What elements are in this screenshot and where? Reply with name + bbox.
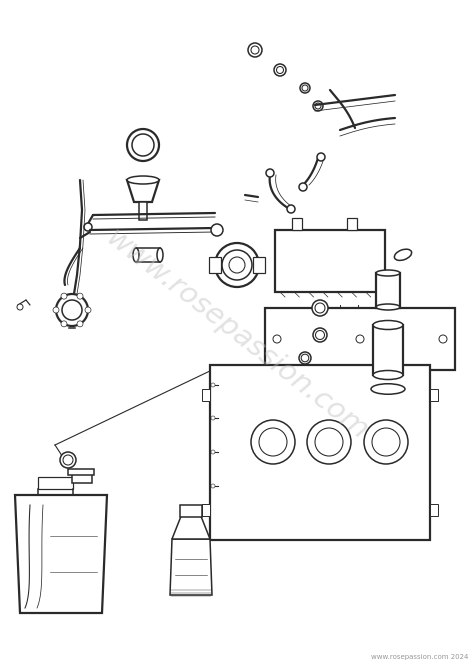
Text: www.rosepassion.com: www.rosepassion.com [100, 224, 374, 446]
Ellipse shape [133, 248, 139, 262]
Circle shape [316, 330, 325, 340]
Ellipse shape [127, 176, 159, 184]
Bar [347, 218, 357, 230]
Circle shape [251, 420, 295, 464]
Bar [202, 504, 210, 516]
Circle shape [85, 307, 91, 313]
Polygon shape [127, 180, 159, 202]
Circle shape [276, 66, 283, 74]
Bar [72, 473, 92, 483]
Circle shape [211, 450, 215, 454]
Circle shape [222, 250, 252, 280]
Circle shape [266, 169, 274, 177]
Circle shape [315, 428, 343, 456]
Circle shape [274, 64, 286, 76]
Bar [376, 273, 400, 308]
Bar [265, 308, 455, 370]
Circle shape [61, 293, 67, 299]
Circle shape [287, 205, 295, 213]
Circle shape [77, 321, 83, 327]
Bar [209, 257, 221, 273]
Circle shape [77, 293, 83, 299]
Circle shape [259, 428, 287, 456]
Circle shape [63, 455, 73, 465]
Circle shape [300, 83, 310, 93]
Bar [373, 325, 403, 375]
Ellipse shape [376, 270, 400, 276]
Circle shape [251, 46, 259, 54]
Circle shape [215, 243, 259, 287]
Circle shape [273, 335, 281, 343]
Ellipse shape [373, 320, 403, 330]
Circle shape [364, 420, 408, 464]
Bar [38, 477, 73, 489]
Circle shape [299, 352, 311, 364]
Circle shape [317, 153, 325, 161]
Bar [275, 230, 385, 292]
Circle shape [313, 328, 327, 342]
Circle shape [312, 300, 328, 316]
Circle shape [127, 129, 159, 161]
Circle shape [302, 85, 308, 91]
Circle shape [17, 304, 23, 310]
Circle shape [372, 428, 400, 456]
Circle shape [439, 335, 447, 343]
Circle shape [248, 43, 262, 57]
Bar [292, 218, 302, 230]
Ellipse shape [373, 371, 403, 379]
Bar [68, 469, 94, 475]
Polygon shape [170, 539, 212, 595]
Bar [180, 505, 202, 517]
Circle shape [211, 416, 215, 420]
Circle shape [56, 294, 88, 326]
Circle shape [299, 183, 307, 191]
Polygon shape [15, 495, 107, 613]
Bar [136, 248, 160, 262]
Text: www.rosepassion.com 2024: www.rosepassion.com 2024 [371, 654, 468, 660]
Circle shape [211, 224, 223, 236]
Circle shape [313, 101, 323, 111]
Polygon shape [172, 515, 210, 539]
Circle shape [211, 484, 215, 488]
Ellipse shape [157, 248, 163, 262]
Circle shape [315, 103, 321, 109]
Circle shape [61, 321, 67, 327]
Bar [202, 389, 210, 401]
Circle shape [229, 257, 245, 273]
Circle shape [307, 420, 351, 464]
Circle shape [356, 335, 364, 343]
Bar [430, 504, 438, 516]
Bar [210, 365, 430, 540]
Circle shape [132, 134, 154, 156]
Circle shape [301, 354, 309, 362]
Ellipse shape [394, 249, 411, 261]
Circle shape [53, 307, 59, 313]
Circle shape [211, 383, 215, 387]
Ellipse shape [371, 384, 405, 394]
Circle shape [84, 223, 92, 231]
Ellipse shape [376, 304, 400, 310]
Bar [139, 202, 147, 220]
Bar [253, 257, 265, 273]
Circle shape [62, 300, 82, 320]
Bar [430, 389, 438, 401]
Circle shape [315, 303, 325, 313]
Circle shape [60, 452, 76, 468]
